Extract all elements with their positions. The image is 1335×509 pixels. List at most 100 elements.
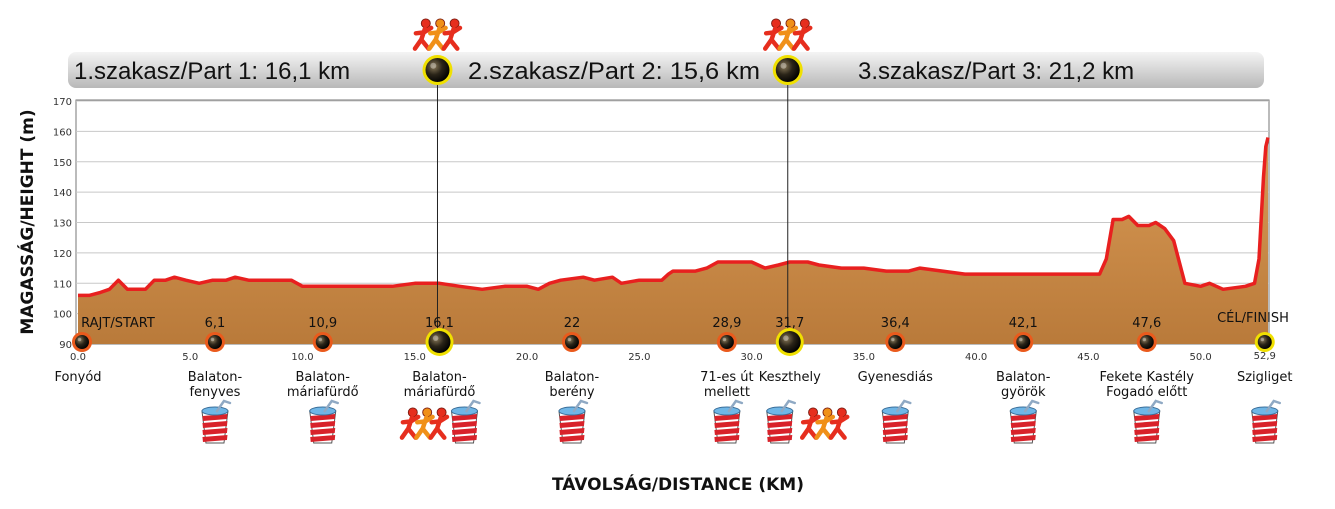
- marker-highlight: [77, 337, 82, 342]
- cup-stripe: [714, 428, 740, 435]
- cup-stripe: [882, 421, 908, 428]
- drink-cup-icon: [881, 399, 912, 444]
- y-tick-label: 100: [53, 310, 72, 321]
- cup-straw: [1024, 399, 1040, 413]
- drink-cup-icon: [1009, 399, 1040, 444]
- checkpoint-km-label: RAJT/START: [81, 316, 155, 331]
- checkpoint-km-sub-label: 52,9: [1254, 351, 1276, 362]
- checkpoints: RAJT/START Fonyód 6,1 Balaton-fenyves 10,9 Ba…: [54, 310, 1293, 444]
- cup-liquid: [1251, 406, 1279, 416]
- runner-head: [771, 18, 782, 29]
- cup-stripe: [310, 428, 336, 435]
- profile-area: [78, 137, 1268, 344]
- segment-3-label: 3.szakasz/Part 3: 21,2 km: [858, 58, 1134, 85]
- runner-body: [763, 25, 784, 51]
- runners-icon: [800, 407, 850, 440]
- cup-stripe: [559, 421, 585, 428]
- runner-head: [436, 407, 447, 418]
- marker-highlight: [783, 335, 789, 341]
- cup-stripe: [1134, 428, 1160, 435]
- cup-straw: [780, 399, 797, 413]
- runner-head: [836, 407, 847, 418]
- x-tick-labels: 0.0 5.0 10.0 15.0 20.0 25.0 30.0 35.0 40.0 45.0 50…: [70, 352, 1212, 363]
- x-tick-label: 0.0: [70, 352, 86, 363]
- cup-stripe: [882, 428, 908, 435]
- marker-highlight: [430, 62, 437, 69]
- gridlines: [76, 100, 1269, 315]
- marker-highlight: [210, 337, 215, 342]
- y-tick-label: 90: [59, 340, 72, 351]
- marker-highlight: [1019, 337, 1023, 342]
- checkpoint-km-label: 10,9: [308, 316, 337, 331]
- cup-stripe: [1252, 421, 1278, 428]
- checkpoint-name-label: Gyenesdiás: [858, 370, 934, 385]
- cup-stripe: [202, 421, 228, 428]
- marker-highlight: [432, 335, 439, 341]
- drink-cup-icon: [1133, 399, 1164, 444]
- cup-stripe: [714, 414, 740, 421]
- runner-body: [412, 25, 434, 51]
- cup-straw: [1265, 399, 1282, 413]
- runner-head: [785, 18, 796, 29]
- cup-stripe: [202, 414, 228, 421]
- marker-highlight: [1142, 337, 1147, 342]
- checkpoint-km-label: 47,6: [1132, 316, 1161, 331]
- cup-stripe: [1252, 428, 1278, 435]
- cup-straw: [1147, 399, 1164, 413]
- marker-highlight: [891, 337, 895, 342]
- cup-stripe: [1134, 414, 1160, 421]
- cup-liquid: [558, 406, 586, 416]
- cup-stripe: [559, 435, 585, 442]
- x-tick-label: 40.0: [965, 352, 987, 363]
- checkpoint-marker-icon: [885, 332, 906, 352]
- x-tick-label: 10.0: [291, 352, 313, 363]
- checkpoint-marker-icon: [772, 55, 803, 85]
- marker-ball: [315, 335, 330, 349]
- runner-body: [814, 414, 836, 440]
- checkpoint-name-label: Fekete Kastély: [1100, 370, 1195, 385]
- y-tick-label: 110: [53, 279, 72, 290]
- x-tick-label: 15.0: [404, 352, 426, 363]
- checkpoint-marker-icon: [72, 332, 92, 352]
- runner-body: [441, 25, 463, 51]
- marker-ball: [1257, 335, 1272, 349]
- drink-cup-icon: [766, 399, 797, 444]
- runner-body: [399, 414, 421, 440]
- runner-body: [800, 414, 821, 440]
- checkpoint-name-label: Balaton-: [296, 370, 351, 385]
- marker-ball: [1139, 335, 1154, 349]
- drink-cup-icon: [450, 399, 481, 444]
- cup-stripe: [714, 435, 740, 442]
- marker-ball: [207, 335, 222, 349]
- cup-stripe: [202, 428, 228, 435]
- drink-cup-icon: [201, 399, 232, 444]
- cup-stripe: [1010, 414, 1036, 421]
- marker-ball: [425, 58, 450, 82]
- checkpoint-name-label: fenyves: [189, 385, 240, 400]
- cup-liquid: [1133, 406, 1161, 416]
- y-tick-label: 150: [53, 158, 72, 169]
- marker-ball: [888, 335, 903, 349]
- segment-dividers: [412, 18, 813, 344]
- drink-cup-icon: [558, 399, 589, 444]
- runners-icon: [763, 18, 813, 51]
- runner-body: [828, 414, 850, 440]
- checkpoint-name-label: Keszthely: [759, 370, 821, 385]
- cup-liquid: [450, 406, 478, 416]
- cup-stripe: [882, 435, 908, 442]
- cup-stripe: [1134, 421, 1160, 428]
- runner-body: [428, 414, 450, 440]
- checkpoint-marker-icon: [1136, 332, 1157, 352]
- marker-ball: [719, 335, 734, 349]
- marker-ball: [1016, 335, 1031, 349]
- segment-1-label: 1.szakasz/Part 1: 16,1 km: [74, 58, 350, 85]
- cup-stripe: [451, 421, 477, 428]
- profile-line: [78, 137, 1270, 298]
- checkpoint-name-label: berény: [549, 385, 595, 400]
- checkpoint-name-label: Balaton-: [412, 370, 467, 385]
- cup-straw: [323, 399, 339, 413]
- y-tick-label: 160: [53, 127, 72, 138]
- cup-liquid: [309, 406, 337, 416]
- marker-ball: [75, 335, 89, 349]
